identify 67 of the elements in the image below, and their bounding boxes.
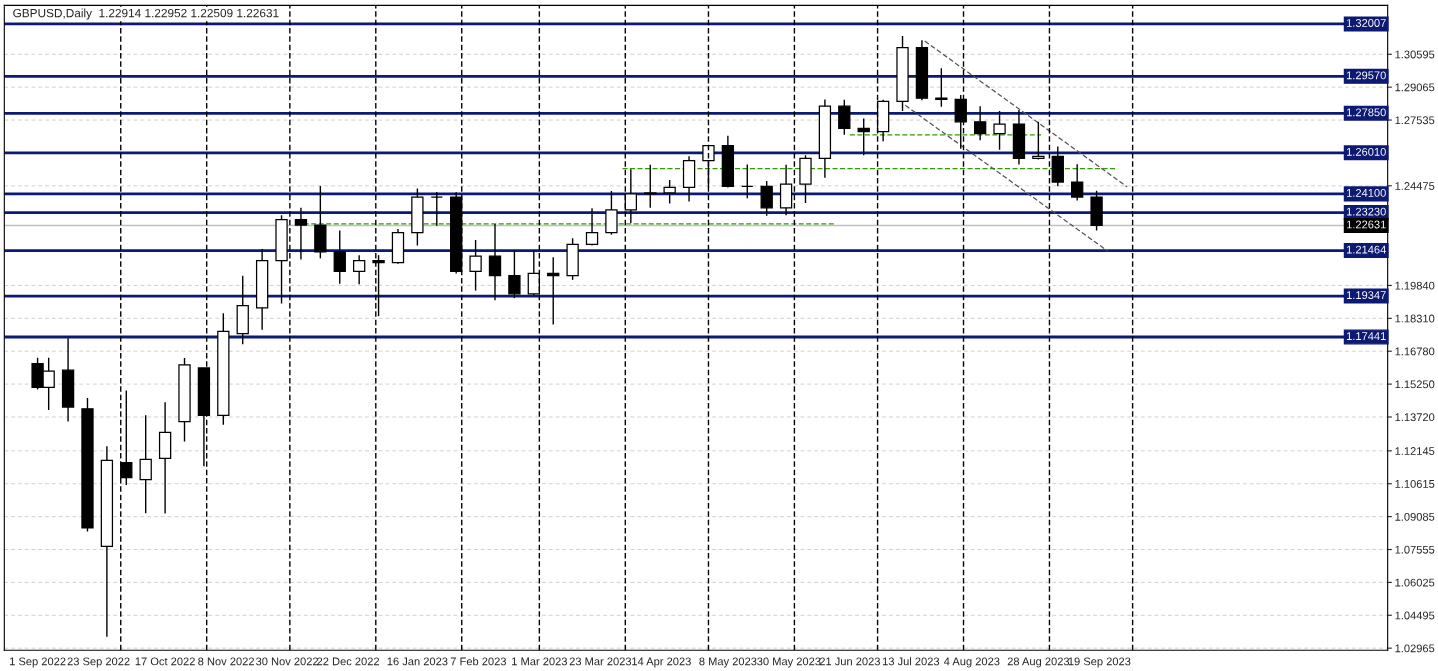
y-tick-label: 1.30595 xyxy=(1395,50,1435,59)
x-tick-label: 7 Feb 2023 xyxy=(450,657,506,666)
y-tick-label: 1.07555 xyxy=(1395,545,1435,554)
candlestick xyxy=(352,254,366,285)
ref-line-label: 1.27850 xyxy=(1346,108,1386,117)
x-tick-label: 1 Sep 2022 xyxy=(10,657,66,668)
x-tick-label: 13 Jul 2023 xyxy=(882,657,940,666)
y-tick-label: 1.09085 xyxy=(1395,512,1435,521)
candlestick xyxy=(585,207,599,247)
ref-line-label: 1.23230 xyxy=(1346,207,1386,216)
candlestick xyxy=(547,256,560,326)
candlestick xyxy=(605,190,618,236)
y-tick-label: 1.18310 xyxy=(1395,314,1435,323)
candlestick xyxy=(973,105,987,141)
ref-line-label: 1.17441 xyxy=(1346,332,1386,340)
candlestick xyxy=(760,180,773,217)
y-tick-label: 1.02965 xyxy=(1395,644,1435,653)
x-tick-label: 1 Mar 2023 xyxy=(512,657,567,666)
y-tick-label: 1.24475 xyxy=(1395,182,1435,190)
x-tick-label: 17 Oct 2022 xyxy=(135,657,195,666)
y-tick-label: 1.27535 xyxy=(1395,116,1435,125)
x-tick-label: 8 Nov 2022 xyxy=(198,657,254,666)
y-tick-label: 1.13720 xyxy=(1395,413,1435,422)
y-tick-label: 1.19840 xyxy=(1395,281,1435,290)
x-tick-label: 8 May 2023 xyxy=(699,657,757,668)
candlestick xyxy=(294,207,308,261)
candlestick xyxy=(139,414,152,514)
candlestick xyxy=(430,191,443,227)
candlestick xyxy=(993,110,1006,151)
y-tick-label: 1.16780 xyxy=(1395,347,1435,356)
ref-line-label: 1.21464 xyxy=(1346,245,1386,254)
x-tick-label: 16 Jan 2023 xyxy=(387,657,448,666)
x-tick-label: 23 Mar 2023 xyxy=(569,657,632,666)
candlestick xyxy=(838,99,851,136)
x-tick-label: 4 Aug 2023 xyxy=(943,657,1000,668)
candlestick xyxy=(488,223,502,301)
ref-line-label: 1.19347 xyxy=(1346,291,1386,300)
y-tick-label: 1.06025 xyxy=(1395,578,1435,587)
ref-line-label: 1.29570 xyxy=(1346,71,1386,80)
x-tick-label: 30 May 2023 xyxy=(757,657,821,668)
x-tick-label: 14 Apr 2023 xyxy=(632,657,691,668)
x-tick-label: 30 Nov 2022 xyxy=(256,657,319,666)
ref-line-label: 1.22631 xyxy=(1346,220,1386,229)
x-tick-label: 22 Dec 2022 xyxy=(317,657,380,666)
x-tick-label: 23 Sep 2022 xyxy=(67,657,130,668)
chart-title: GBPUSD,Daily 1.22914 1.22952 1.22509 1.22631 xyxy=(13,8,279,20)
x-tick-label: 21 Jun 2023 xyxy=(819,657,880,666)
candlestick xyxy=(935,67,948,108)
y-tick-label: 1.12145 xyxy=(1395,447,1435,455)
y-tick-label: 1.15250 xyxy=(1395,380,1435,389)
candlestick xyxy=(1071,163,1084,202)
y-tick-label: 1.10615 xyxy=(1395,479,1435,488)
candlestick xyxy=(469,239,482,292)
x-tick-label: 19 Sep 2023 xyxy=(1068,657,1131,668)
candlestick xyxy=(1032,120,1045,161)
x-tick-label: 28 Aug 2023 xyxy=(1007,657,1070,668)
candlestick xyxy=(508,249,521,299)
candlestick xyxy=(663,179,676,205)
y-tick-label: 1.29065 xyxy=(1395,83,1435,92)
candlestick xyxy=(779,164,793,217)
candlestick xyxy=(741,163,754,199)
ref-line-label: 1.24100 xyxy=(1346,188,1386,197)
ref-line-label: 1.32007 xyxy=(1346,19,1386,27)
y-tick-label: 1.04495 xyxy=(1395,611,1435,620)
candlestick xyxy=(644,164,657,209)
ref-line-label: 1.26010 xyxy=(1346,147,1386,156)
candlestick xyxy=(333,229,346,285)
